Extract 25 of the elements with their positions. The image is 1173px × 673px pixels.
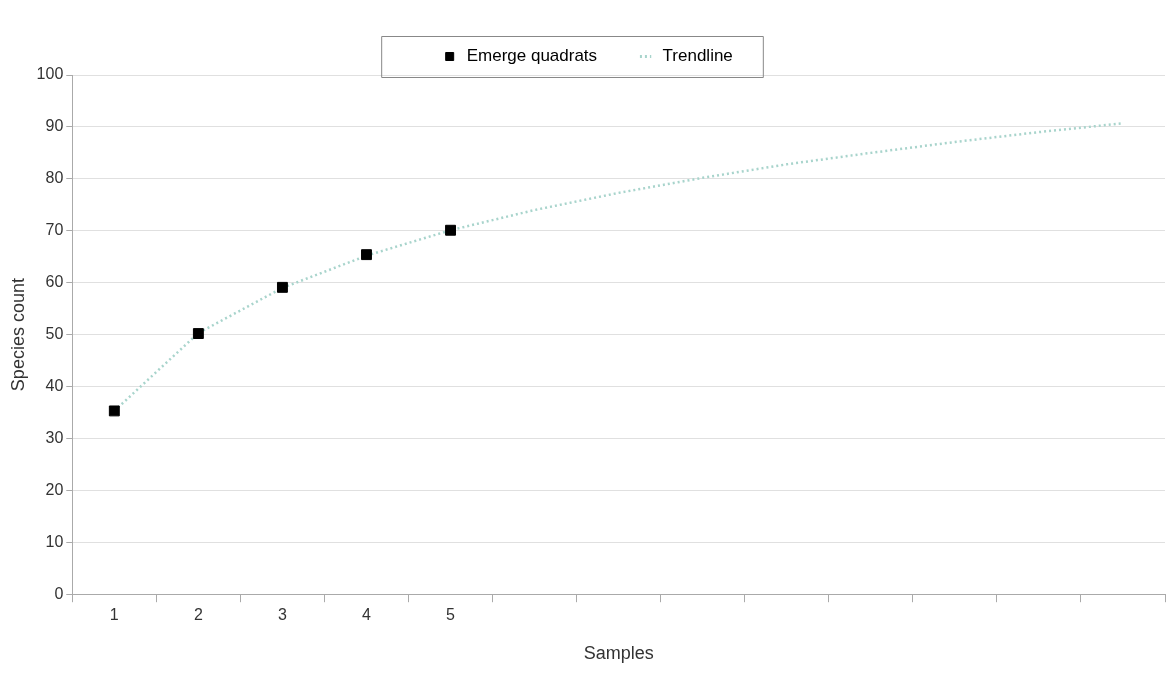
x-tick-label: 5 <box>446 606 456 624</box>
y-tick-label: 10 <box>45 532 64 550</box>
point <box>361 249 372 261</box>
x-tick-label: 1 <box>109 606 119 624</box>
point <box>276 281 288 293</box>
point <box>108 405 120 417</box>
legend-label: Trendline <box>662 46 733 66</box>
x-axis-title: Samples <box>583 643 654 664</box>
point <box>445 224 456 236</box>
x-tick-label: 4 <box>362 606 372 624</box>
y-tick-label: 80 <box>45 169 64 187</box>
y-tick-label: 30 <box>45 428 64 446</box>
y-tick-label: 90 <box>45 117 64 135</box>
y-tick-label: 40 <box>45 376 64 394</box>
y-tick-label: 70 <box>45 221 64 239</box>
point <box>192 328 204 340</box>
y-tick-label: 60 <box>45 273 64 291</box>
x-tick-label: 3 <box>277 606 287 624</box>
x-tick-label: 2 <box>193 606 203 624</box>
y-tick-label: 50 <box>45 325 64 343</box>
y-tick-label: 0 <box>54 584 64 602</box>
y-axis-title: Species count <box>7 278 28 392</box>
legend-label: Emerge quadrats <box>466 46 598 66</box>
y-tick-label: 20 <box>45 480 64 498</box>
y-tick-label: 100 <box>36 65 64 83</box>
